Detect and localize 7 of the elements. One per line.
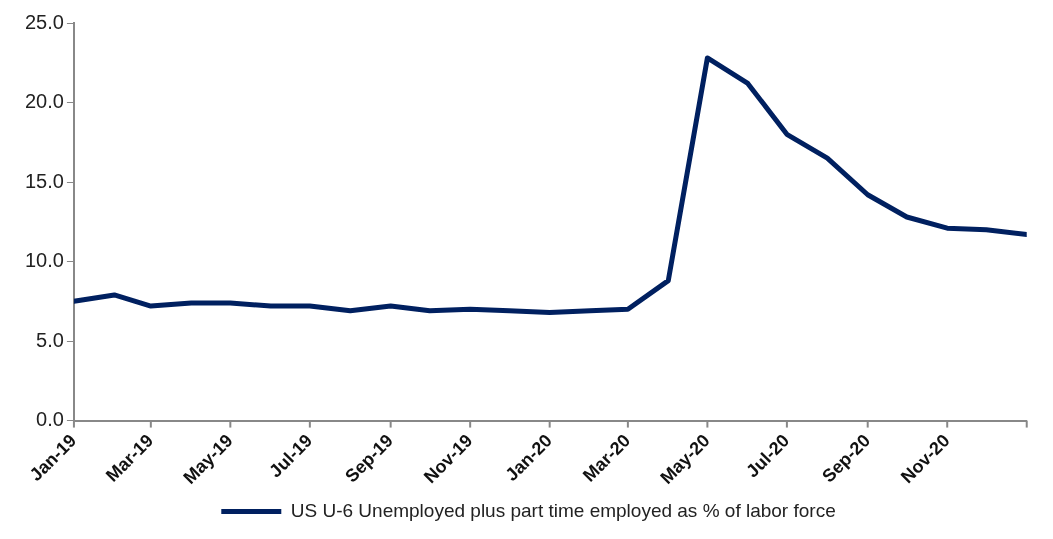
y-tick-label: 20.0 xyxy=(24,90,64,113)
y-tick-label: 15.0 xyxy=(24,169,64,192)
legend-label: US U-6 Unemployed plus part time employed as % of labor force xyxy=(290,499,836,521)
y-tick-label: 0.0 xyxy=(36,408,64,431)
y-tick-label: 25.0 xyxy=(24,10,64,33)
y-tick-label: 5.0 xyxy=(36,328,64,351)
y-tick-label: 10.0 xyxy=(24,249,64,272)
